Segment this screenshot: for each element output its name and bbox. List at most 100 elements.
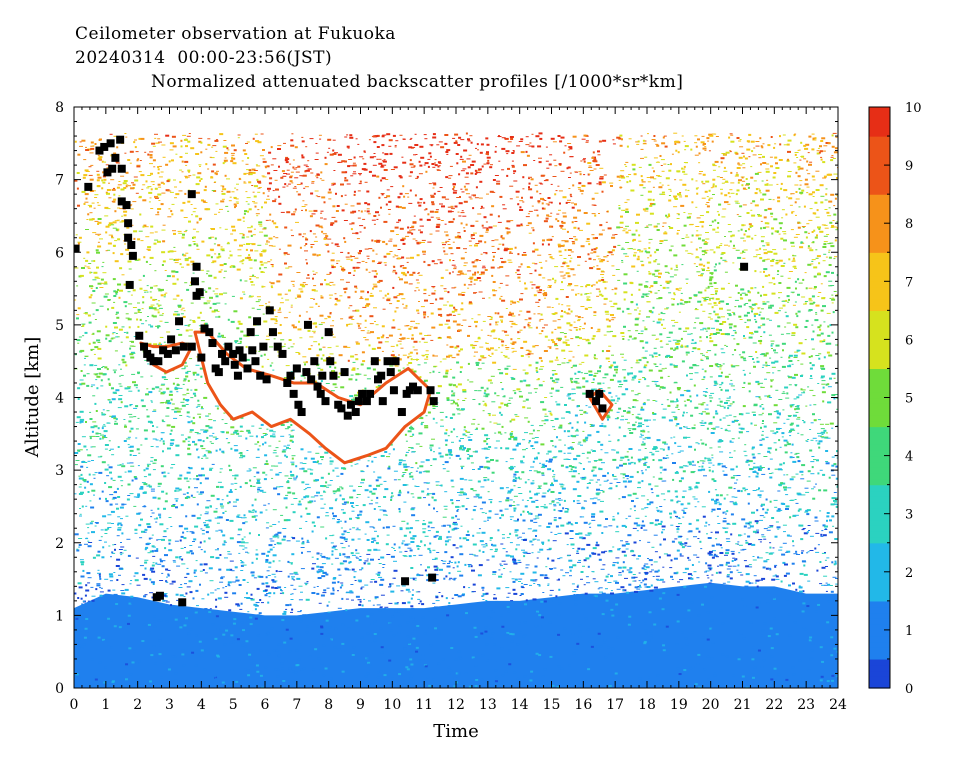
- backscatter-cell: [228, 501, 231, 504]
- backscatter-cell: [410, 508, 415, 511]
- backscatter-cell: [320, 380, 323, 383]
- backscatter-cell: [380, 336, 384, 339]
- backscatter-cell: [759, 339, 762, 342]
- backscatter-cell: [194, 443, 198, 446]
- backscatter-cell: [725, 151, 730, 154]
- boundary-layer-texture: [703, 585, 707, 588]
- backscatter-cell: [452, 191, 457, 194]
- boundary-layer-texture: [821, 660, 825, 663]
- backscatter-cell: [117, 184, 122, 186]
- backscatter-cell: [325, 481, 328, 484]
- backscatter-cell: [215, 438, 218, 440]
- backscatter-cell: [127, 554, 131, 557]
- backscatter-cell: [416, 573, 419, 575]
- backscatter-cell: [519, 329, 523, 331]
- backscatter-cell: [145, 546, 149, 549]
- backscatter-cell: [500, 319, 503, 321]
- backscatter-cell: [700, 221, 705, 223]
- backscatter-cell: [293, 211, 297, 213]
- backscatter-cell: [777, 230, 780, 232]
- backscatter-cell: [461, 302, 464, 305]
- backscatter-cell: [419, 376, 422, 379]
- backscatter-cell: [794, 201, 797, 204]
- backscatter-cell: [611, 236, 616, 239]
- backscatter-cell: [448, 383, 453, 386]
- backscatter-cell: [409, 475, 414, 478]
- boundary-layer-texture: [447, 672, 451, 675]
- backscatter-cell: [351, 510, 355, 512]
- backscatter-cell: [500, 351, 503, 353]
- backscatter-cell: [664, 271, 669, 273]
- boundary-layer-texture: [124, 678, 128, 681]
- boundary-layer-texture: [405, 666, 409, 669]
- backscatter-speckle: [74, 132, 838, 617]
- backscatter-cell: [743, 381, 746, 384]
- boundary-layer-texture: [150, 654, 154, 657]
- backscatter-cell: [456, 565, 459, 568]
- backscatter-cell: [364, 560, 369, 562]
- backscatter-cell: [468, 479, 473, 481]
- backscatter-cell: [319, 555, 322, 557]
- backscatter-cell: [550, 440, 554, 442]
- backscatter-cell: [808, 530, 810, 531]
- backscatter-cell: [190, 494, 193, 497]
- backscatter-cell: [704, 457, 707, 460]
- backscatter-cell: [162, 240, 166, 243]
- backscatter-cell: [718, 364, 722, 365]
- backscatter-cell: [448, 313, 452, 316]
- backscatter-cell: [477, 337, 481, 340]
- backscatter-cell: [681, 303, 685, 305]
- backscatter-cell: [762, 364, 767, 366]
- backscatter-cell: [460, 212, 465, 214]
- backscatter-cell: [101, 187, 104, 190]
- backscatter-cell: [830, 156, 834, 158]
- backscatter-cell: [638, 166, 642, 168]
- boundary-layer-texture: [534, 612, 538, 615]
- boundary-layer-texture: [256, 670, 260, 673]
- boundary-layer-texture: [276, 675, 280, 678]
- backscatter-cell: [637, 487, 641, 489]
- backscatter-cell: [124, 133, 127, 134]
- backscatter-cell: [694, 135, 698, 137]
- boundary-layer-texture: [180, 621, 184, 624]
- backscatter-cell: [668, 188, 672, 190]
- backscatter-cell: [569, 566, 573, 569]
- backscatter-cell: [605, 588, 608, 590]
- backscatter-cell: [373, 548, 378, 551]
- backscatter-cell: [284, 428, 289, 430]
- backscatter-cell: [167, 569, 171, 571]
- boundary-layer-texture: [680, 646, 684, 649]
- backscatter-cell: [482, 207, 485, 209]
- boundary-layer-texture: [820, 675, 824, 678]
- backscatter-cell: [374, 596, 379, 599]
- backscatter-cell: [109, 133, 113, 135]
- backscatter-cell: [663, 163, 667, 165]
- backscatter-cell: [182, 493, 186, 495]
- backscatter-cell: [696, 271, 701, 273]
- backscatter-cell: [388, 465, 391, 468]
- backscatter-cell: [217, 481, 222, 483]
- backscatter-cell: [450, 205, 454, 207]
- backscatter-cell: [410, 537, 414, 540]
- backscatter-cell: [580, 463, 582, 465]
- backscatter-cell: [401, 206, 406, 209]
- backscatter-cell: [704, 443, 707, 446]
- backscatter-cell: [428, 152, 432, 155]
- backscatter-cell: [193, 538, 197, 541]
- backscatter-cell: [645, 295, 649, 297]
- backscatter-cell: [739, 252, 743, 254]
- backscatter-cell: [740, 490, 743, 493]
- backscatter-cell: [741, 184, 744, 187]
- backscatter-cell: [162, 260, 166, 263]
- backscatter-cell: [762, 302, 767, 305]
- backscatter-cell: [646, 301, 651, 303]
- boundary-layer-texture: [266, 632, 270, 635]
- backscatter-cell: [729, 133, 733, 135]
- backscatter-cell: [673, 274, 677, 276]
- backscatter-cell: [395, 234, 399, 235]
- backscatter-cell: [497, 247, 500, 250]
- backscatter-cell: [464, 479, 468, 481]
- backscatter-cell: [301, 551, 303, 554]
- boundary-layer-texture: [523, 675, 527, 678]
- backscatter-cell: [757, 494, 762, 497]
